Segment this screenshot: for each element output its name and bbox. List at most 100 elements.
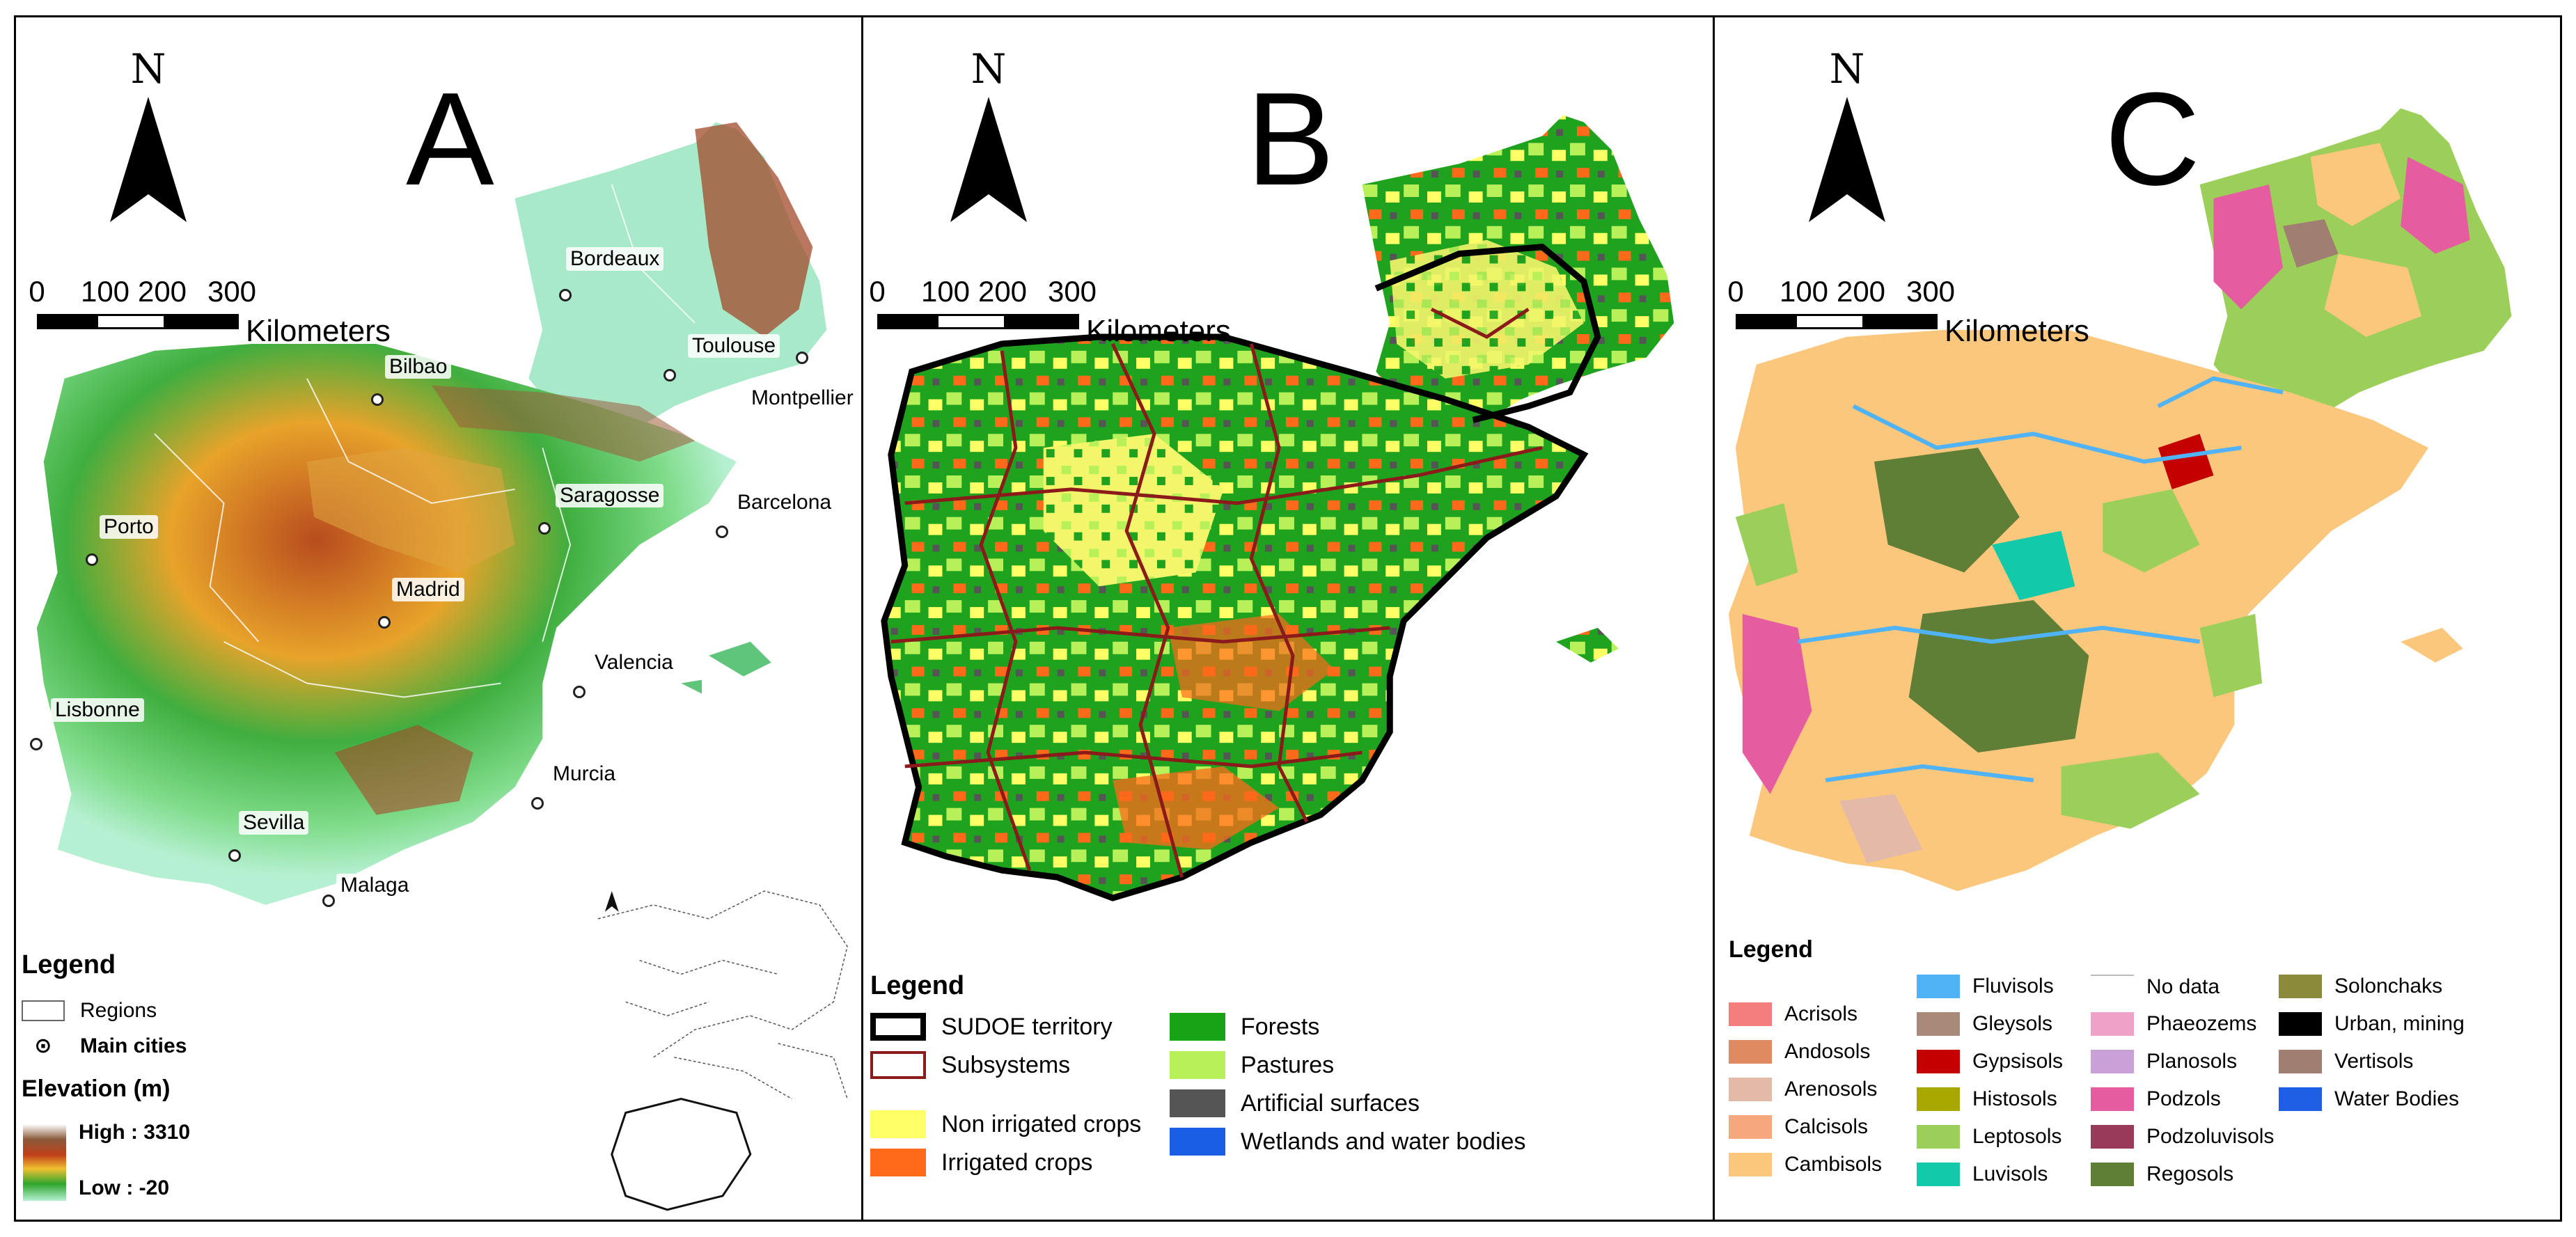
city-dot — [531, 797, 544, 810]
north-letter: N — [130, 45, 166, 93]
soil-swatch — [1729, 1115, 1772, 1139]
legend-label: Subsystems — [941, 1051, 1071, 1078]
panel-letter-b: B — [1246, 65, 1335, 213]
city-dot — [86, 553, 98, 566]
elevation-legend-title: Elevation (m) — [22, 1076, 171, 1102]
fluvisol-rivers — [1797, 376, 2284, 782]
soil-swatch — [1917, 1050, 1960, 1073]
balearic-islands — [709, 641, 771, 677]
soil-legend-item: Acrisols — [1729, 1002, 1858, 1026]
soil-legend-item: Arenosols — [1729, 1078, 1877, 1101]
scale-tick: 100 — [920, 275, 971, 308]
region-borders — [154, 184, 696, 698]
city-dot — [573, 686, 586, 698]
city-label: Porto — [100, 515, 158, 539]
soil-label: Solonchaks — [2334, 975, 2443, 998]
legend-label: Wetlands and water bodies — [1241, 1128, 1526, 1155]
scale-tick: 300 — [1047, 275, 1097, 308]
soil-legend-item: Gleysols — [1917, 1012, 2052, 1036]
pyrenees-relief — [432, 385, 696, 462]
city-dot — [322, 895, 335, 907]
soil-swatch — [2279, 1087, 2322, 1111]
soil-legend-item: No data — [2091, 975, 2220, 1000]
europe-inset-map — [597, 890, 848, 1100]
scale-tick: 300 — [207, 275, 257, 308]
city-label: Montpellier — [747, 386, 858, 410]
legend-swatch — [1170, 1089, 1225, 1117]
city-dot — [796, 352, 808, 364]
city-label: Bilbao — [385, 355, 452, 379]
legend-label: Irrigated crops — [941, 1149, 1093, 1176]
city-label: Saragosse — [556, 484, 664, 507]
legend-label: SUDOE territory — [941, 1013, 1113, 1040]
soil-legend-item: Calcisols — [1729, 1115, 1868, 1139]
soil-swatch — [2091, 1125, 2134, 1149]
soil-label: Andosols — [1784, 1040, 1871, 1063]
north-arrow-icon — [950, 97, 1027, 222]
city-dot — [538, 522, 551, 535]
city-label: Toulouse — [688, 334, 780, 358]
legend-swatch — [870, 1013, 926, 1041]
legend-item-sudoe: SUDOE territory — [870, 1013, 1113, 1041]
panel-c-soil-map: N C 0 100 200 300 Kilometers Legend Acri… — [1713, 15, 2562, 1222]
soil-legend-item: Vertisols — [2279, 1050, 2413, 1073]
elevation-low: Low : -20 — [79, 1176, 170, 1199]
soil-label: Histosols — [1972, 1087, 2057, 1110]
panel-letter-c: C — [2105, 65, 2201, 213]
panel-letter-a: A — [406, 65, 494, 213]
inset-north-arrow — [604, 891, 619, 912]
soil-label: Fluvisols — [1972, 975, 2054, 998]
soil-swatch — [1729, 1040, 1772, 1064]
soil-label: Leptosols — [1972, 1125, 2062, 1148]
soil-legend-item: Water Bodies — [2279, 1087, 2459, 1111]
scale-bar: 0 100 200 300 Kilometers — [869, 275, 1231, 348]
soil-legend-item: Regosols — [2091, 1163, 2233, 1186]
elevation-high: High : 3310 — [79, 1121, 191, 1144]
legend-item-subsystems: Subsystems — [870, 1051, 1070, 1079]
legend-swatch — [1170, 1051, 1225, 1079]
soil-swatch — [1729, 1078, 1772, 1101]
north-arrow: N — [100, 45, 197, 222]
soil-swatch — [1917, 1012, 1960, 1036]
city-label: Madrid — [392, 578, 464, 601]
legend-swatch — [1170, 1128, 1225, 1156]
legend-label: Regions — [80, 999, 157, 1022]
soil-label: Podzoluvisols — [2146, 1125, 2275, 1148]
city-dot — [30, 738, 42, 750]
legend-title: Legend — [870, 971, 965, 1000]
soil-legend-item: Podzols — [2091, 1087, 2221, 1111]
soil-legend-item: Podzoluvisols — [2091, 1125, 2274, 1149]
scale-unit: Kilometers — [1945, 314, 2089, 348]
panel-b-landuse-map: N B 0 100 200 300 Kilometers Legend SUDO… — [861, 15, 1715, 1222]
soil-swatch — [2091, 1012, 2134, 1036]
scale-tick: 300 — [1906, 275, 1956, 308]
soil-swatch — [2091, 1163, 2134, 1186]
north-arrow: N — [940, 45, 1037, 222]
scale-unit: Kilometers — [246, 314, 391, 348]
soil-legend-item: Phaeozems — [2091, 1012, 2256, 1036]
soil-legend-item: Gypsisols — [1917, 1050, 2063, 1073]
scale-tick: 200 — [1836, 275, 1886, 308]
city-label: Lisbonne — [51, 698, 144, 722]
scale-tick: 100 — [1779, 275, 1829, 308]
north-letter: N — [1829, 45, 1865, 93]
scale-tick: 200 — [137, 275, 187, 308]
regions-swatch — [22, 1000, 65, 1021]
soil-label: Gypsisols — [1972, 1050, 2064, 1073]
soil-legend-item: Histosols — [1917, 1087, 2057, 1111]
city-dot — [228, 849, 241, 862]
soil-swatch — [1917, 1163, 1960, 1186]
city-dot — [716, 526, 728, 538]
scale-bar: 0 100 200 300 Kilometers — [29, 275, 391, 348]
legend-swatch — [1170, 1013, 1225, 1041]
soil-label: Vertisols — [2334, 1050, 2414, 1073]
north-arrow-icon — [1809, 97, 1885, 222]
scale-tick: 100 — [80, 275, 130, 308]
legend-label: Non irrigated crops — [941, 1110, 1142, 1137]
city-label: Sevilla — [239, 811, 309, 835]
legend-label: Forests — [1241, 1013, 1320, 1040]
city-label: Murcia — [549, 762, 620, 786]
soil-map — [1728, 108, 2512, 892]
scale-bar: 0 100 200 300 Kilometers — [1727, 275, 2089, 348]
subsystem-borders — [890, 307, 1543, 878]
